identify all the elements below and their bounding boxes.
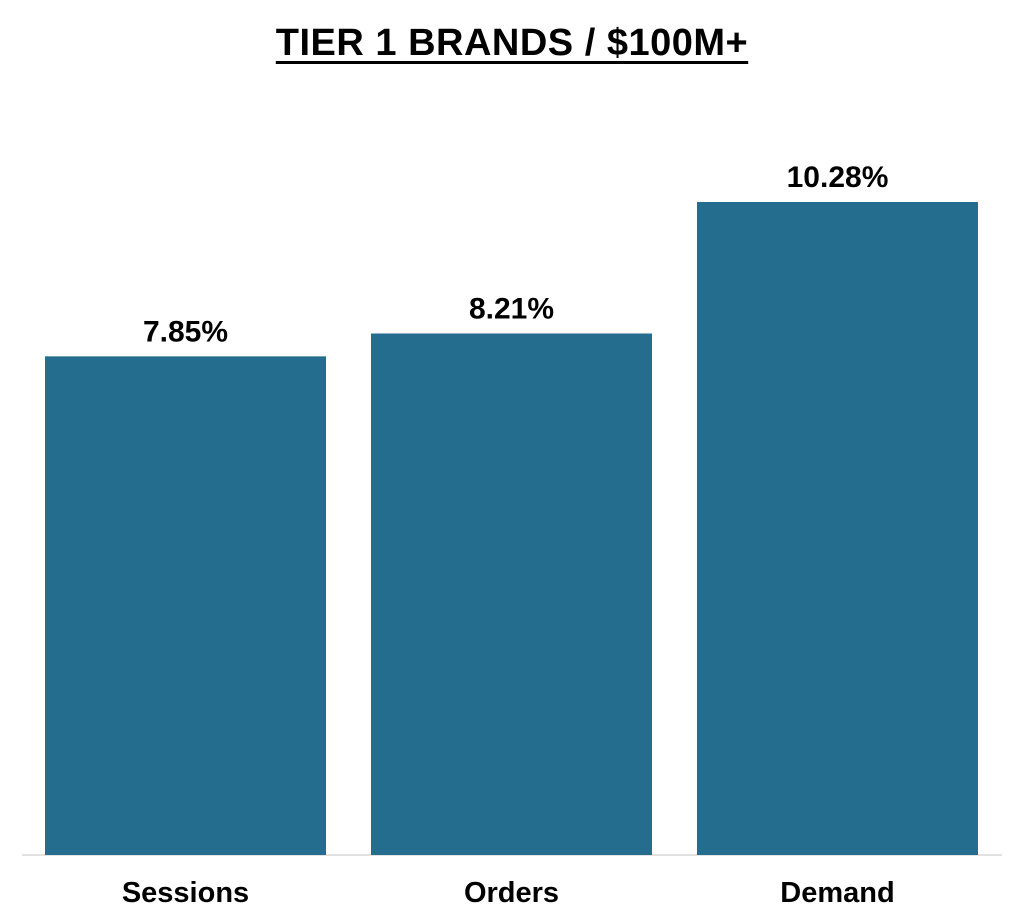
bar-demand	[697, 202, 978, 855]
bar-sessions	[45, 356, 326, 855]
category-label-sessions: Sessions	[122, 877, 249, 909]
data-label-orders: 8.21%	[469, 292, 554, 325]
chart-title: TIER 1 BRANDS / $100M+	[275, 22, 749, 64]
data-label-sessions: 7.85%	[143, 315, 228, 348]
bar-orders	[371, 333, 652, 856]
data-label-demand: 10.28%	[787, 161, 889, 194]
category-label-orders: Orders	[464, 877, 559, 909]
category-label-demand: Demand	[780, 877, 894, 909]
